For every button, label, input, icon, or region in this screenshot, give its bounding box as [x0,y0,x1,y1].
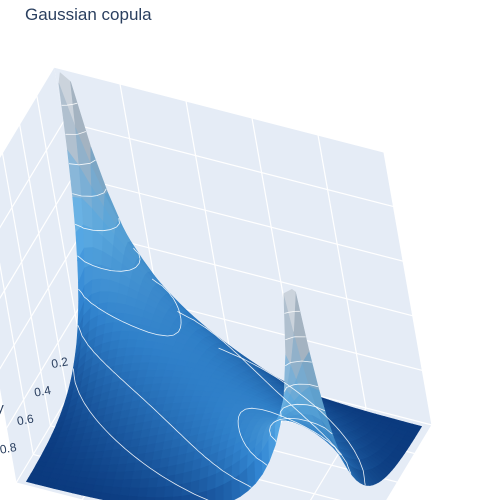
z-gridline [73,175,404,262]
y-gridline [15,482,85,500]
z-gridline [82,230,413,317]
surface-patch [223,479,233,500]
surface-patch [163,485,175,498]
z-gridline [53,66,385,153]
surface-patch [215,484,225,500]
surface-patch [137,487,149,498]
surface-contours [61,102,366,500]
surface-patch [118,494,130,500]
y-tick-label: 0.8 [0,440,18,457]
y-gridline [1,152,51,426]
surface-patch [127,495,139,500]
z-gridline [5,285,93,429]
copula-surface[interactable] [25,72,423,500]
surface-patch [136,496,148,500]
surface-patch [154,497,165,500]
surface-patch [206,487,216,500]
z-gridline [0,66,55,158]
chart-title: Gaussian copula [25,5,152,24]
contour-line [77,247,333,442]
x-gridline [317,134,367,409]
z-gridline [0,175,74,300]
surface-patch [172,483,184,498]
y-gridline [19,124,69,398]
surface-patch [108,493,121,500]
contour-line [74,218,326,417]
contour-line [68,159,312,367]
surface-patch [172,495,183,500]
surface-patch [198,476,209,494]
surface-patch [146,496,156,500]
surface-patch [146,487,158,498]
surface-patch [163,496,174,500]
contour-line [77,311,352,488]
contour-line [65,131,306,341]
y-tick-label: 0.4 [33,383,52,400]
y-tick-label: 0.6 [16,412,35,429]
surface-patch [181,481,192,497]
contour-line [72,347,366,500]
surface-patch [283,288,296,332]
z-gridline [0,121,65,229]
surface-patch [155,486,166,498]
surface-patch [173,472,185,486]
surface-patch [181,494,191,500]
surface-patch [99,492,112,500]
x-gridline [185,100,235,375]
contour-line [72,188,319,392]
surface-patch [98,291,110,305]
z-gridline [63,121,394,208]
contour-line [61,102,300,314]
z-gridline [0,230,84,370]
y-axis-label: y [0,399,4,415]
y-tick-label: 0.2 [50,354,69,371]
x-gridline [383,151,433,426]
contour-line [78,278,342,466]
y-gridline [0,262,34,455]
y-gridline [0,388,17,484]
surface-patch [198,490,208,500]
x-gridline [386,424,433,500]
surface-patch [107,291,119,304]
y-axis-ticks: 0.2 0.4 0.6 0.8 [0,354,69,456]
surface-patch [99,278,111,292]
y-gridline [36,95,86,369]
